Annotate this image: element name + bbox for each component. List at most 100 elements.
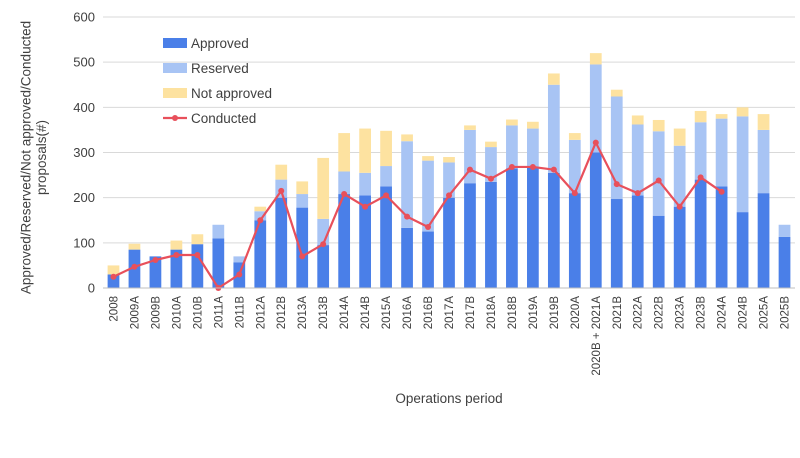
conducted-point [131,263,138,270]
y-tick-label: 100 [73,235,95,250]
approved-bar [338,194,351,288]
x-tick-label: 2025A [759,296,771,330]
approved-bar [464,183,476,288]
approved-bar [317,245,330,288]
approved-bar [547,172,560,288]
conducted-point [697,174,704,181]
approved-bar [736,212,749,288]
conducted-point [152,256,159,263]
approved-bar [170,249,183,288]
conducted-point [236,271,243,278]
conducted-point [278,187,285,194]
conducted-point [718,188,725,195]
reserved-bar [464,129,476,184]
x-tick-label: 2011B [234,296,246,329]
reserved-bar [506,125,518,169]
x-tick-label: 2012B [276,296,288,330]
y-tick-label: 300 [73,145,95,160]
not-approved-bar [170,240,183,250]
reserved-bar [694,122,707,180]
x-tick-label: 2023A [675,296,687,330]
x-tick-label: 2018A [486,296,498,330]
conducted-point [550,166,557,173]
x-tick-label: 2020B + 2021A [591,296,603,376]
reserved-bar [568,139,581,194]
x-tick-label: 2016B [423,296,435,330]
x-tick-label: 2019B [549,296,561,330]
not-approved-bar [443,157,455,163]
x-tick-label: 2008 [108,296,120,322]
conducted-point [299,253,306,260]
reserved-bar [610,96,623,200]
approved-bar [610,199,623,288]
conducted-point [362,203,369,210]
x-tick-label: 2013A [297,296,309,330]
not-approved-bar [359,128,371,173]
reserved-bar [673,145,686,207]
approved-bar [527,166,539,288]
x-tick-label: 2022A [633,296,645,330]
approved-bar [254,220,267,288]
approved-bar [401,227,413,288]
reserved-bar [715,118,728,187]
conducted-point [341,191,348,198]
x-tick-label: 2018B [507,296,519,330]
approved-bar [506,168,518,288]
not-approved-bar [254,206,267,212]
x-tick-label: 2010B [192,296,204,330]
approved-bar [191,244,204,288]
conducted-point [571,190,578,197]
not-approved-bar [547,73,560,85]
reserved-bar [422,160,434,232]
legend-label-reserved: Reserved [191,61,249,76]
reserved-bar [757,129,770,194]
reserved-bar [317,218,330,246]
x-tick-label: 2014A [339,296,351,330]
not-approved-bar [673,128,686,146]
x-tick-label: 2025B [780,296,792,330]
conducted-point [592,139,599,146]
x-tick-label: 2009B [150,296,162,330]
not-approved-bar [736,107,749,117]
reserved-bar [359,172,371,196]
conducted-point [257,217,264,224]
x-tick-label: 2016A [402,296,414,330]
y-axis-title: Approved/Reserved/Not approved/Conducted… [19,21,50,294]
not-approved-bar [568,133,581,140]
reserved-bar [736,116,749,213]
conducted-point [383,192,390,199]
legend-label-approved: Approved [191,36,249,51]
reserved-bar [485,147,497,182]
axes: 0 100 200 300 400 500 600 2008 2009A 2009B 2010A 20… [73,10,795,376]
x-tick-label: 2017A [444,296,456,330]
not-approved-bar [610,89,623,97]
not-approved-bar [757,114,770,130]
approved-bar [485,181,497,288]
approved-bar [778,236,791,288]
approved-bar [652,215,665,288]
conducted-point [173,252,180,259]
reserved-bar [652,131,665,216]
conducted-point [404,213,411,220]
y-axis-title-line-2: proposals(#) [34,120,49,195]
not-approved-bar [191,234,204,245]
conducted-line [113,141,723,290]
x-tick-label: 2017B [465,296,477,330]
x-tick-label: 2012A [255,296,267,330]
x-tick-label: 2014B [360,296,372,330]
approved-bar [149,256,162,288]
conducted-point [634,190,641,197]
x-tick-label: 2011A [213,296,225,329]
y-tick-label: 500 [73,55,95,70]
x-tick-label: 2021B [612,296,624,330]
reserved-bar [338,171,351,195]
conducted-point [613,181,620,188]
conducted-point [508,163,515,170]
not-approved-bar [652,119,665,132]
approved-bar [359,195,371,288]
y-axis-title-line-1: Approved/Reserved/Not approved/Conducted [19,21,34,294]
not-approved-bar [527,121,539,129]
conducted-point [320,241,327,248]
